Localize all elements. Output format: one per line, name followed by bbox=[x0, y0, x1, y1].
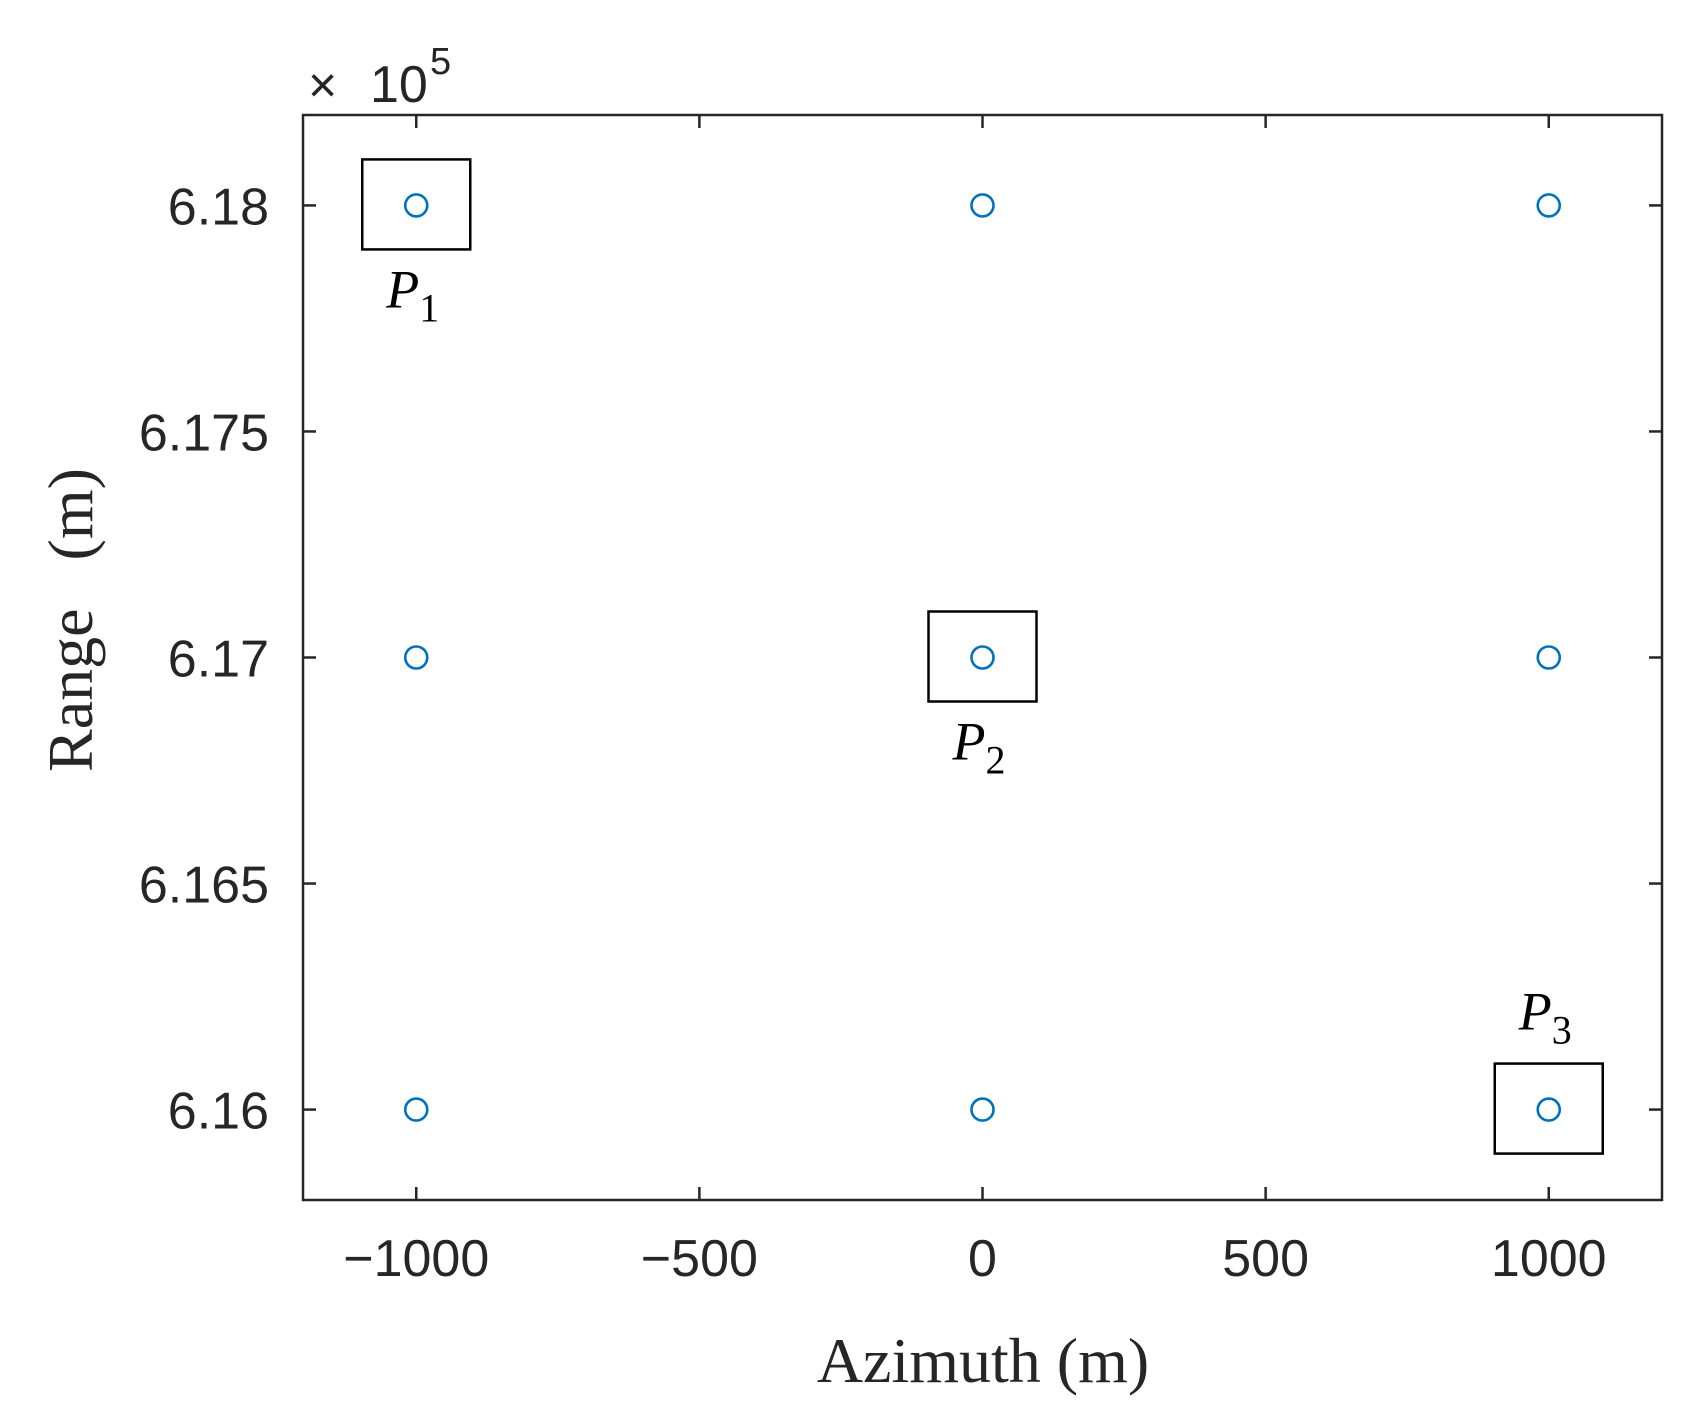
x-tick-label: −500 bbox=[641, 1230, 758, 1288]
point-label-letter: P bbox=[1518, 982, 1552, 1042]
data-point bbox=[1536, 193, 1562, 218]
point-label-subscript: 1 bbox=[419, 285, 439, 330]
data-point bbox=[970, 645, 995, 670]
annotation-group: P1 bbox=[361, 158, 472, 330]
point-label: P3 bbox=[1518, 982, 1572, 1053]
y-tick-label: 6.18 bbox=[168, 178, 269, 236]
highlight-box bbox=[927, 610, 1038, 703]
y-tick-label: 6.165 bbox=[139, 857, 269, 915]
y-multiplier: × 10 5 bbox=[308, 41, 451, 114]
annotation-group: P2 bbox=[927, 610, 1038, 783]
highlight-box bbox=[1493, 1062, 1604, 1155]
y-multiplier-exponent: 5 bbox=[430, 41, 451, 83]
data-point bbox=[1536, 645, 1562, 670]
plot-area bbox=[301, 113, 1664, 1202]
x-tick-label: 0 bbox=[968, 1230, 997, 1288]
data-point bbox=[403, 645, 429, 670]
y-axis-title: Range (m) bbox=[35, 468, 106, 772]
y-multiplier-times: × bbox=[308, 57, 337, 113]
y-multiplier-base: 10 bbox=[370, 56, 428, 114]
point-label-subscript: 3 bbox=[1552, 1008, 1572, 1053]
x-tick-label: −1000 bbox=[343, 1230, 489, 1288]
point-label-subscript: 2 bbox=[986, 738, 1006, 783]
point-label-letter: P bbox=[385, 259, 419, 319]
y-tick-label: 6.17 bbox=[168, 631, 269, 689]
y-tick-label: 6.16 bbox=[168, 1083, 269, 1141]
data-point bbox=[403, 193, 429, 218]
data-point bbox=[403, 1097, 429, 1122]
tick-labels: −1000 −500 0 500 1000 6.16 6.165 6.17 6.175 6.18 bbox=[139, 178, 1607, 1288]
x-tick-label: 500 bbox=[1222, 1230, 1309, 1288]
x-tick-label: 1000 bbox=[1491, 1230, 1607, 1288]
x-axis-title: Azimuth (m) bbox=[817, 1325, 1149, 1396]
data-points bbox=[403, 193, 1562, 1122]
data-point bbox=[1536, 1097, 1562, 1122]
data-point bbox=[970, 193, 995, 218]
highlight-box bbox=[361, 158, 472, 251]
ticks bbox=[303, 115, 1662, 1200]
point-label: P1 bbox=[385, 259, 439, 330]
y-tick-label: 6.175 bbox=[139, 404, 269, 462]
annotation-group: P3 bbox=[1493, 982, 1604, 1155]
point-label: P2 bbox=[952, 712, 1006, 783]
point-label-letter: P bbox=[952, 712, 986, 772]
data-point bbox=[970, 1097, 995, 1122]
